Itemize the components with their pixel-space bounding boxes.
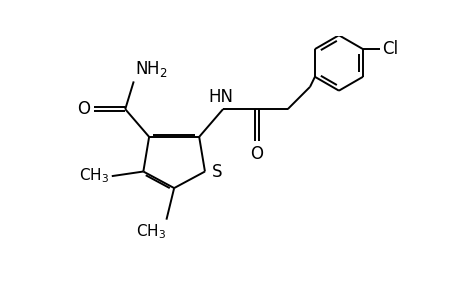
Text: NH$_2$: NH$_2$	[134, 59, 167, 79]
Text: S: S	[212, 163, 222, 181]
Text: Cl: Cl	[381, 40, 397, 58]
Text: CH$_3$: CH$_3$	[135, 223, 165, 242]
Text: O: O	[78, 100, 90, 118]
Text: CH$_3$: CH$_3$	[79, 167, 109, 185]
Text: O: O	[250, 145, 263, 163]
Text: HN: HN	[208, 88, 233, 106]
